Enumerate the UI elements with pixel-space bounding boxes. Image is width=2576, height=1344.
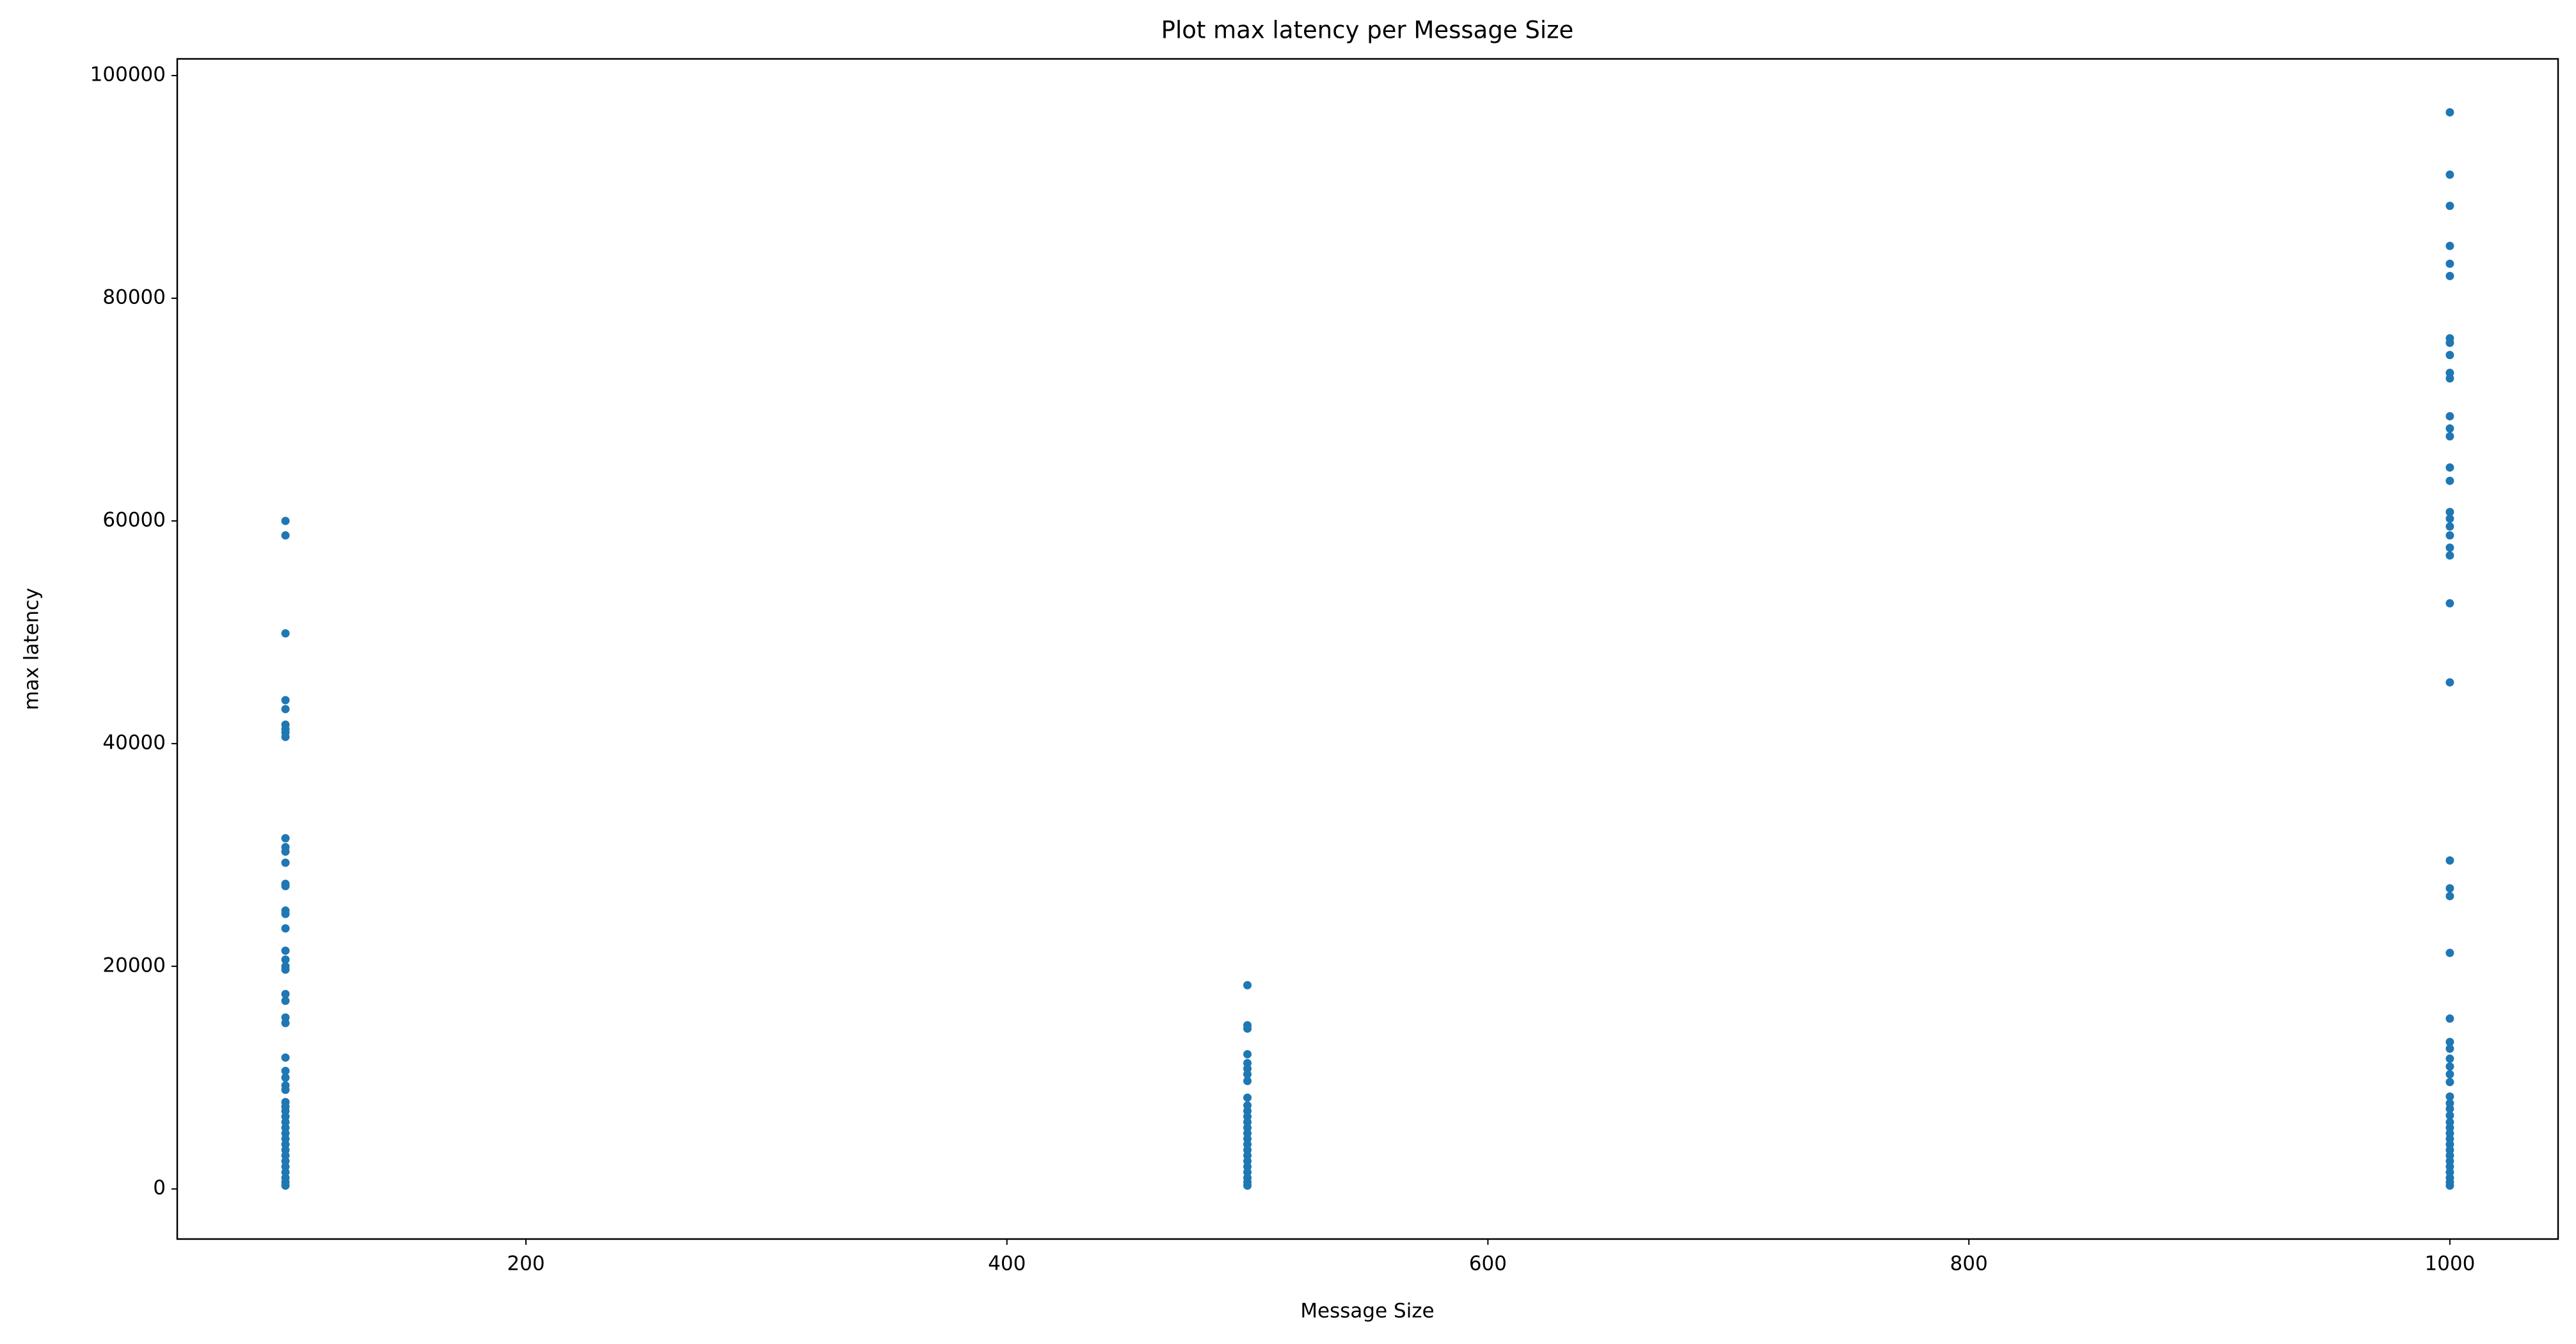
data-point [1243,1024,1252,1033]
data-point [281,924,290,933]
data-point [1243,1076,1252,1085]
x-tick-label: 800 [1950,1252,1988,1276]
data-point [2445,892,2454,900]
data-point [1243,1181,1252,1190]
data-point [2445,1014,2454,1023]
data-point [281,705,290,714]
data-point [2445,1104,2454,1113]
data-point [2445,1078,2454,1087]
data-point [2445,424,2454,433]
y-tick-label: 100000 [90,63,166,86]
data-point [281,1066,290,1075]
data-point [2445,551,2454,560]
data-point [2445,1111,2454,1120]
data-point [2445,374,2454,383]
data-point [281,629,290,638]
x-axis-label: Message Size [1300,1300,1434,1323]
data-point [2445,170,2454,179]
data-point [2445,1044,2454,1053]
data-point [281,965,290,974]
chart-title: Plot max latency per Message Size [1161,17,1574,44]
y-tick-label: 80000 [102,286,166,309]
data-point [281,989,290,998]
data-point [2445,259,2454,268]
data-point [2445,508,2454,516]
x-tick-label: 200 [507,1252,545,1276]
data-point [2445,1092,2454,1101]
data-point [2445,463,2454,472]
x-tick-label: 400 [988,1252,1026,1276]
data-point [281,1085,290,1094]
data-point [281,996,290,1005]
data-point [2445,432,2454,441]
data-point [2445,1062,2454,1071]
data-point [2445,1070,2454,1079]
data-point [281,531,290,540]
data-point [281,946,290,955]
data-point [281,1053,290,1062]
data-point [281,1073,290,1082]
y-tick-label: 40000 [102,731,166,754]
data-point [1243,980,1252,989]
data-point [281,1019,290,1028]
data-point [281,732,290,741]
data-point [2445,884,2454,893]
data-point [2445,856,2454,865]
data-point [2445,948,2454,957]
plot-area [281,108,2454,1190]
data-point [2445,543,2454,552]
data-point [281,834,290,843]
x-tick-label: 1000 [2424,1252,2475,1276]
x-tick-label: 600 [1469,1252,1507,1276]
data-point [2445,1037,2454,1046]
data-point [2445,271,2454,280]
data-point [1243,1050,1252,1059]
data-point [2445,339,2454,348]
data-point [281,909,290,918]
y-axis-label: max latency [20,588,44,710]
data-point [2445,412,2454,420]
y-tick-label: 60000 [102,508,166,531]
data-point [2445,476,2454,485]
data-point [1243,1070,1252,1079]
y-tick-label: 0 [153,1176,166,1199]
data-point [2445,678,2454,687]
data-point [2445,108,2454,117]
data-point [2445,241,2454,250]
data-point [281,696,290,705]
data-point [2445,202,2454,211]
data-point [2445,1181,2454,1190]
data-point [281,847,290,856]
data-point [281,955,290,964]
axes-frame [176,58,2559,1240]
data-point [2445,599,2454,608]
data-point [281,1181,290,1190]
data-point [281,882,290,891]
data-point [2445,351,2454,360]
data-point [2445,522,2454,531]
data-point [281,858,290,867]
y-tick-label: 20000 [102,954,166,977]
data-point [1243,1093,1252,1102]
data-point [2445,1054,2454,1063]
data-point [2445,531,2454,540]
data-point [281,516,290,525]
data-point [2445,514,2454,523]
